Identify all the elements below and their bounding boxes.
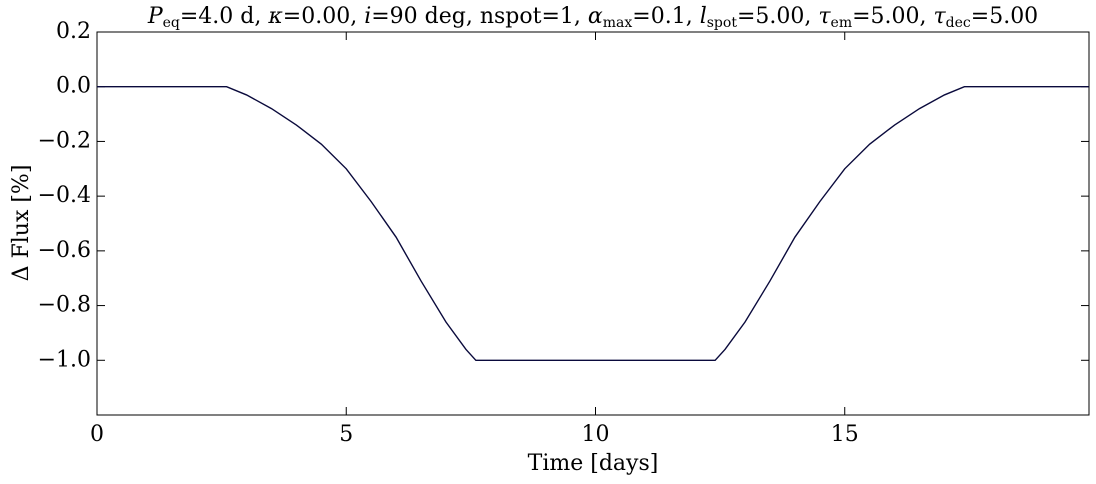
title-subscript: max: [603, 15, 633, 31]
title-subscript: dec: [946, 15, 971, 31]
title-part: τ: [934, 4, 947, 29]
title-part: =5.00,: [852, 4, 933, 29]
chart-title: Peq​=4.0 d, κ=0.00, i=90 deg, nspot=1, α…: [147, 4, 1038, 31]
plot-frame: [96, 31, 1090, 416]
y-tick-label: −0.8: [38, 293, 91, 318]
title-part: i: [364, 4, 371, 29]
title-part: =0.00,: [283, 4, 364, 29]
line-series: [97, 86, 1089, 361]
title-part: κ: [267, 4, 283, 29]
title-subscript: eq: [163, 15, 180, 31]
title-part: =5.00,: [737, 4, 818, 29]
y-axis-label: Δ Flux [%]: [9, 165, 34, 282]
y-tick-label: −0.4: [38, 183, 91, 208]
title-part: l: [700, 4, 707, 29]
y-tick-label: 0.2: [56, 19, 91, 44]
x-tick-label: 10: [581, 422, 609, 447]
x-tick-label: 0: [90, 422, 104, 447]
x-tick-label: 15: [831, 422, 859, 447]
y-tick-label: −0.2: [38, 128, 91, 153]
title-part: τ: [818, 4, 831, 29]
x-tick-label: 5: [339, 422, 353, 447]
x-axis-label: Time [days]: [528, 451, 659, 476]
title-part: =90 deg, nspot=1,: [371, 4, 588, 29]
title-part: =5.00: [971, 4, 1038, 29]
y-tick-label: −0.6: [38, 238, 91, 263]
title-part: =4.0 d,: [180, 4, 268, 29]
title-subscript: spot: [707, 15, 738, 31]
title-part: =0.1,: [632, 4, 699, 29]
y-tick-label: −1.0: [38, 347, 91, 372]
title-part: P: [147, 4, 164, 29]
title-subscript: em: [831, 15, 853, 31]
y-tick-label: 0.0: [56, 74, 91, 99]
title-part: α: [588, 4, 603, 29]
